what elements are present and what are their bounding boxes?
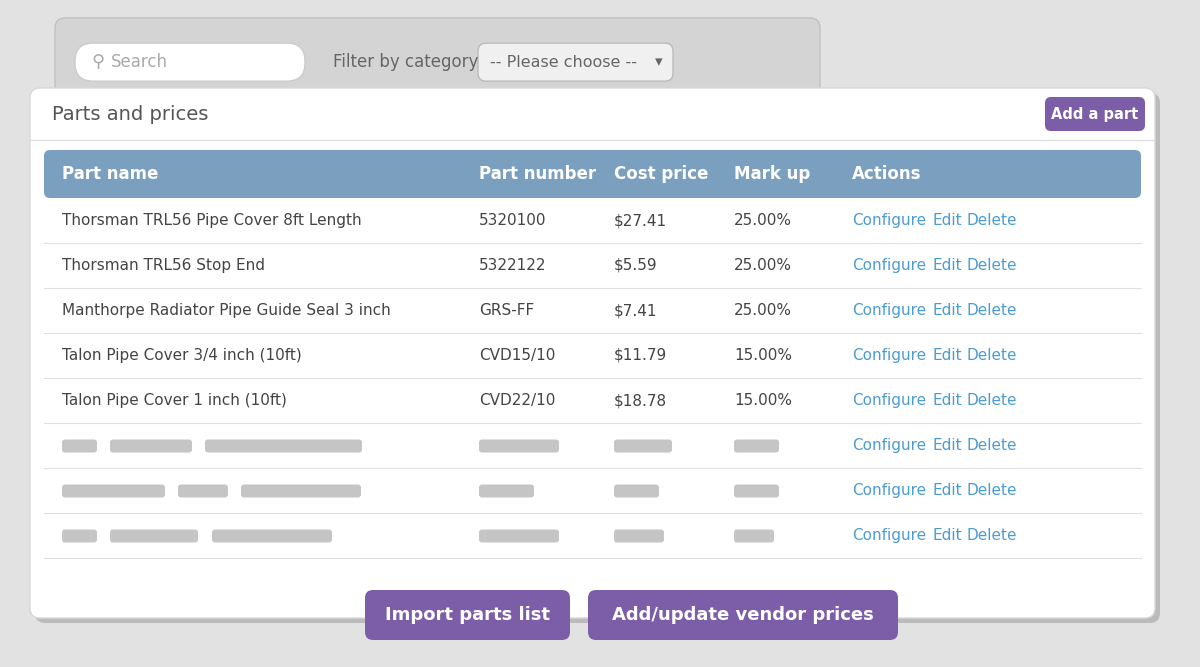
Text: Delete: Delete [967, 438, 1018, 453]
Text: Delete: Delete [967, 348, 1018, 363]
FancyBboxPatch shape [35, 93, 1160, 623]
Text: Edit: Edit [932, 528, 961, 543]
Text: Delete: Delete [967, 258, 1018, 273]
Text: Filter by category: Filter by category [334, 53, 479, 71]
Text: ⬇: ⬇ [1046, 104, 1066, 124]
Text: Edit: Edit [932, 438, 961, 453]
Text: Edit: Edit [932, 483, 961, 498]
Text: Import parts list: Import parts list [385, 606, 550, 624]
FancyBboxPatch shape [1045, 97, 1145, 131]
Text: Configure: Configure [852, 483, 926, 498]
FancyBboxPatch shape [62, 440, 97, 452]
FancyBboxPatch shape [62, 530, 97, 542]
Text: Edit: Edit [932, 258, 961, 273]
FancyBboxPatch shape [734, 484, 779, 498]
Text: $18.78: $18.78 [614, 393, 667, 408]
Text: Delete: Delete [967, 483, 1018, 498]
Text: Configure: Configure [852, 438, 926, 453]
FancyBboxPatch shape [479, 440, 559, 452]
Text: Cost price: Cost price [614, 165, 708, 183]
FancyBboxPatch shape [734, 440, 779, 452]
Text: Edit: Edit [932, 393, 961, 408]
Text: Thorsman TRL56 Pipe Cover 8ft Length: Thorsman TRL56 Pipe Cover 8ft Length [62, 213, 361, 228]
Text: 5320100: 5320100 [479, 213, 546, 228]
Text: Add a part: Add a part [1051, 107, 1139, 121]
Text: Configure: Configure [852, 258, 926, 273]
Text: 25.00%: 25.00% [734, 303, 792, 318]
FancyBboxPatch shape [614, 440, 672, 452]
FancyBboxPatch shape [734, 530, 774, 542]
Text: ⚲: ⚲ [91, 53, 104, 71]
Text: Search: Search [112, 53, 168, 71]
FancyBboxPatch shape [241, 484, 361, 498]
Text: Edit: Edit [932, 213, 961, 228]
Text: Edit: Edit [932, 303, 961, 318]
Text: Delete: Delete [967, 528, 1018, 543]
Text: Delete: Delete [967, 303, 1018, 318]
Text: Edit: Edit [932, 348, 961, 363]
FancyBboxPatch shape [479, 530, 559, 542]
Text: Delete: Delete [967, 213, 1018, 228]
FancyBboxPatch shape [614, 530, 664, 542]
Text: Parts and prices: Parts and prices [52, 105, 209, 123]
Text: 25.00%: 25.00% [734, 213, 792, 228]
Text: Part name: Part name [62, 165, 158, 183]
Text: Manthorpe Radiator Pipe Guide Seal 3 inch: Manthorpe Radiator Pipe Guide Seal 3 inc… [62, 303, 391, 318]
Text: $7.41: $7.41 [614, 303, 658, 318]
FancyBboxPatch shape [614, 484, 659, 498]
FancyBboxPatch shape [212, 530, 332, 542]
FancyBboxPatch shape [205, 440, 362, 452]
Text: GRS-FF: GRS-FF [479, 303, 534, 318]
Text: Talon Pipe Cover 3/4 inch (10ft): Talon Pipe Cover 3/4 inch (10ft) [62, 348, 301, 363]
Text: $5.59: $5.59 [614, 258, 658, 273]
Text: 15.00%: 15.00% [734, 393, 792, 408]
Text: $27.41: $27.41 [614, 213, 667, 228]
Text: ▾: ▾ [655, 55, 662, 69]
FancyBboxPatch shape [178, 484, 228, 498]
Text: Configure: Configure [852, 348, 926, 363]
Text: $11.79: $11.79 [614, 348, 667, 363]
FancyBboxPatch shape [479, 484, 534, 498]
Text: Configure: Configure [852, 528, 926, 543]
FancyBboxPatch shape [365, 590, 570, 640]
Text: 25.00%: 25.00% [734, 258, 792, 273]
FancyBboxPatch shape [588, 590, 898, 640]
Text: Configure: Configure [852, 393, 926, 408]
FancyBboxPatch shape [110, 530, 198, 542]
FancyBboxPatch shape [110, 440, 192, 452]
Text: Thorsman TRL56 Stop End: Thorsman TRL56 Stop End [62, 258, 265, 273]
Text: -- Please choose --: -- Please choose -- [490, 55, 637, 69]
Text: Configure: Configure [852, 303, 926, 318]
Text: Add/update vendor prices: Add/update vendor prices [612, 606, 874, 624]
Text: Delete: Delete [967, 393, 1018, 408]
FancyBboxPatch shape [62, 484, 166, 498]
Text: Mark up: Mark up [734, 165, 810, 183]
Text: CVD22/10: CVD22/10 [479, 393, 556, 408]
Text: 5322122: 5322122 [479, 258, 546, 273]
FancyBboxPatch shape [44, 150, 1141, 198]
Text: Actions: Actions [852, 165, 922, 183]
Text: Talon Pipe Cover 1 inch (10ft): Talon Pipe Cover 1 inch (10ft) [62, 393, 287, 408]
Text: Part number: Part number [479, 165, 596, 183]
Text: 15.00%: 15.00% [734, 348, 792, 363]
FancyBboxPatch shape [74, 43, 305, 81]
Text: Configure: Configure [852, 213, 926, 228]
FancyBboxPatch shape [478, 43, 673, 81]
FancyBboxPatch shape [30, 88, 1154, 618]
FancyBboxPatch shape [55, 18, 820, 95]
Text: CVD15/10: CVD15/10 [479, 348, 556, 363]
